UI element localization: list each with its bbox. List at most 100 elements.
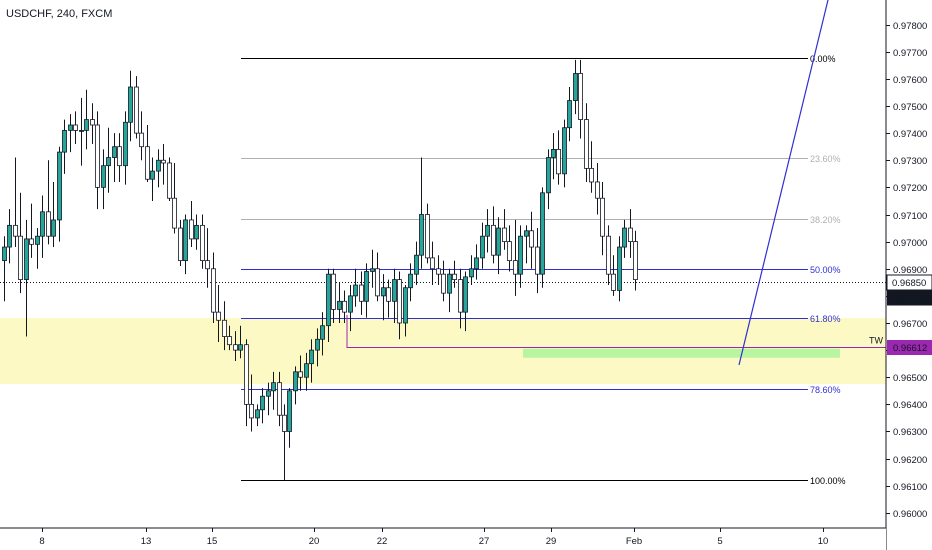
candle[interactable] — [40, 195, 45, 258]
candle[interactable] — [397, 271, 402, 340]
candle[interactable] — [244, 339, 249, 427]
candle[interactable] — [381, 274, 386, 321]
candle[interactable] — [392, 268, 397, 323]
candle[interactable] — [359, 271, 364, 315]
candle[interactable] — [551, 133, 556, 180]
candle[interactable] — [112, 133, 117, 182]
candle[interactable] — [167, 157, 172, 201]
candle[interactable] — [326, 268, 331, 342]
candle[interactable] — [35, 228, 40, 269]
candle[interactable] — [238, 325, 243, 359]
candle[interactable] — [95, 111, 100, 210]
candle[interactable] — [271, 371, 276, 410]
candle[interactable] — [491, 206, 496, 264]
candle[interactable] — [309, 339, 314, 383]
candle[interactable] — [556, 130, 561, 185]
candle[interactable] — [293, 366, 298, 405]
candle[interactable] — [90, 103, 95, 144]
candle[interactable] — [617, 236, 622, 302]
candle[interactable] — [62, 119, 67, 174]
candle[interactable] — [518, 225, 523, 288]
candle[interactable] — [469, 255, 474, 286]
candle[interactable] — [502, 209, 507, 250]
candle[interactable] — [633, 230, 638, 291]
candle[interactable] — [266, 382, 271, 416]
candle[interactable] — [106, 127, 111, 193]
candle[interactable] — [578, 59, 583, 139]
candle[interactable] — [375, 252, 380, 302]
candle[interactable] — [342, 290, 347, 323]
candle[interactable] — [353, 268, 358, 307]
candle[interactable] — [595, 162, 600, 215]
candle[interactable] — [298, 355, 303, 391]
candle[interactable] — [529, 211, 534, 269]
candle[interactable] — [364, 263, 369, 318]
candle[interactable] — [606, 225, 611, 286]
candle[interactable] — [145, 124, 150, 182]
candle[interactable] — [315, 328, 320, 367]
candle[interactable] — [463, 271, 468, 332]
candle[interactable] — [430, 241, 435, 286]
candle[interactable] — [370, 249, 375, 288]
candle[interactable] — [277, 371, 282, 427]
candle[interactable] — [222, 301, 227, 351]
candle[interactable] — [628, 209, 633, 258]
candle[interactable] — [567, 87, 572, 142]
candle[interactable] — [194, 214, 199, 250]
candle[interactable] — [156, 149, 161, 188]
candle[interactable] — [260, 388, 265, 424]
candle[interactable] — [200, 214, 205, 269]
candle[interactable] — [123, 111, 128, 185]
candle[interactable] — [408, 263, 413, 302]
candle[interactable] — [600, 181, 605, 256]
candle[interactable] — [29, 203, 34, 258]
candle[interactable] — [117, 133, 122, 182]
candle[interactable] — [68, 114, 73, 153]
candle[interactable] — [249, 374, 254, 432]
candle[interactable] — [57, 146, 62, 242]
candle[interactable] — [178, 219, 183, 267]
candle[interactable] — [540, 187, 545, 288]
candle[interactable] — [46, 160, 51, 245]
candle[interactable] — [161, 143, 166, 185]
candle[interactable] — [348, 285, 353, 332]
candle[interactable] — [172, 162, 177, 234]
candle[interactable] — [2, 236, 7, 302]
candle[interactable] — [255, 404, 260, 427]
candle[interactable] — [524, 225, 529, 264]
candle[interactable] — [546, 149, 551, 210]
candle[interactable] — [480, 222, 485, 269]
candle[interactable] — [211, 252, 216, 323]
candle[interactable] — [73, 111, 78, 144]
candle[interactable] — [13, 157, 18, 248]
time-axis-background[interactable] — [0, 528, 886, 550]
candle[interactable] — [441, 260, 446, 302]
candle[interactable] — [189, 200, 194, 248]
candle[interactable] — [474, 244, 479, 280]
candle[interactable] — [216, 285, 221, 342]
candle[interactable] — [304, 352, 309, 391]
projection-trendline[interactable] — [738, 0, 829, 366]
candle[interactable] — [452, 260, 457, 288]
candle[interactable] — [589, 141, 594, 193]
candle[interactable] — [128, 70, 133, 142]
candle[interactable] — [331, 268, 336, 323]
candle[interactable] — [485, 209, 490, 253]
candle[interactable] — [562, 119, 567, 188]
candle[interactable] — [205, 228, 210, 288]
candle[interactable] — [134, 76, 139, 139]
candle[interactable] — [584, 103, 589, 182]
candle[interactable] — [282, 404, 287, 481]
candle[interactable] — [150, 157, 155, 201]
candle[interactable] — [320, 312, 325, 356]
candle[interactable] — [458, 268, 463, 329]
candle[interactable] — [139, 111, 144, 161]
candle[interactable] — [507, 225, 512, 272]
candle[interactable] — [24, 219, 29, 337]
candle[interactable] — [414, 241, 419, 286]
candle[interactable] — [496, 217, 501, 275]
candle[interactable] — [18, 192, 23, 294]
candle[interactable] — [101, 149, 106, 210]
